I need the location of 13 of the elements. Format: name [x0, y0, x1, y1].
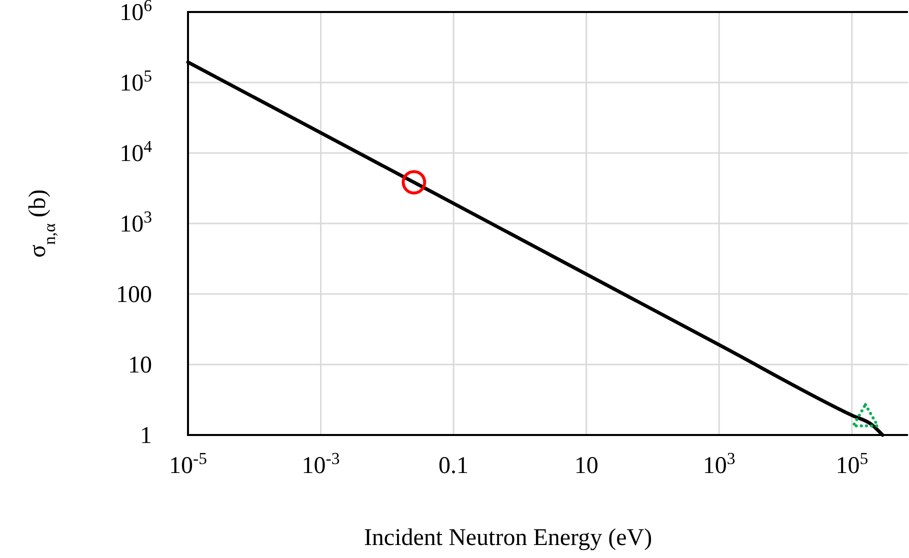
y-tick-label: 10$^{5}$ [120, 66, 152, 96]
x-tick-label: 10$^{-3}$ [302, 448, 340, 479]
x-tick-label: 10$^{3}$ [702, 448, 736, 479]
y-tick-label: 100 [116, 282, 152, 308]
y-tick-label: 10$^{3}$ [120, 207, 152, 238]
x-tick-label: 10$^{5}$ [836, 448, 868, 479]
x-tick-label: 10$^{-5}$ [169, 448, 207, 479]
y-tick-label: 10 [128, 352, 152, 378]
x-tick-label: 10 [574, 453, 598, 479]
y-tick-label: 1 [140, 423, 152, 449]
x-tick-label: 0.1 [438, 453, 469, 479]
y-tick-label: 10$^{4}$ [120, 136, 153, 167]
x-axis-title: Incident Neutron Energy (eV) [364, 525, 652, 551]
